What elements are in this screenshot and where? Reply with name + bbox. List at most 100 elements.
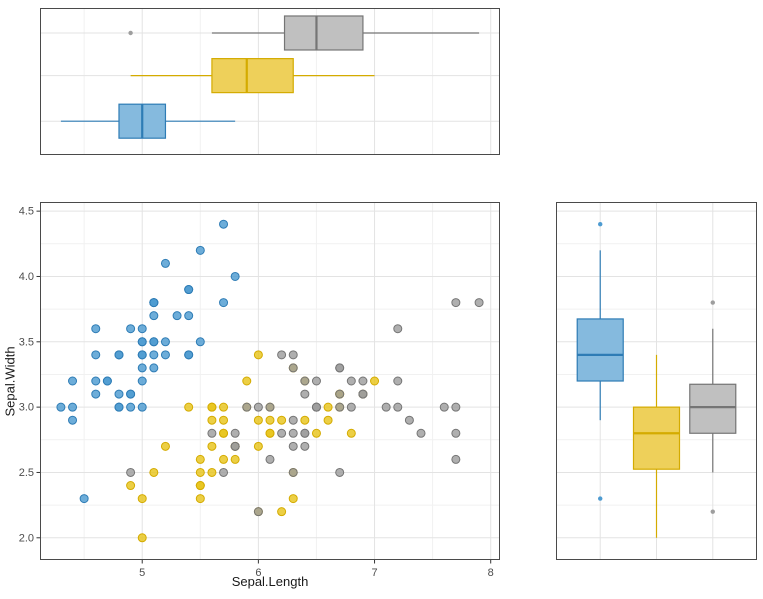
scatter-point <box>149 298 159 308</box>
scatter-point <box>56 402 66 412</box>
scatter-point <box>91 389 101 399</box>
scatter-point <box>358 389 368 399</box>
scatter-point <box>137 494 147 504</box>
scatter-point <box>451 298 461 308</box>
scatter-point <box>137 402 147 412</box>
box <box>632 406 681 470</box>
scatter-point <box>219 298 229 308</box>
scatter-point <box>265 428 275 438</box>
scatter-point <box>288 415 298 425</box>
scatter-point <box>195 467 205 477</box>
scatter-point <box>242 402 252 412</box>
scatter-point <box>346 402 356 412</box>
scatter-point <box>335 402 345 412</box>
scatter-point <box>300 415 310 425</box>
y-tick-label: 2.5 <box>19 467 34 479</box>
scatter-point <box>137 350 147 360</box>
scatter-point <box>219 219 229 229</box>
x-tick-label: 5 <box>139 567 145 579</box>
scatter-point <box>346 428 356 438</box>
scatter-point <box>451 428 461 438</box>
scatter-point <box>288 350 298 360</box>
scatter-point <box>160 337 170 347</box>
scatter-point <box>277 350 287 360</box>
scatter-point <box>149 311 159 321</box>
scatter-point <box>114 389 124 399</box>
scatter-point <box>230 454 240 464</box>
scatter-point <box>126 324 136 334</box>
scatter-point <box>230 271 240 281</box>
scatter-point <box>230 428 240 438</box>
panel-border <box>40 202 500 560</box>
scatter-point <box>91 376 101 386</box>
y-axis-title: Sepal.Width <box>0 202 20 560</box>
scatter-point <box>207 415 217 425</box>
outlier-point <box>128 30 133 36</box>
scatter-point <box>253 415 263 425</box>
scatter-point <box>451 454 461 464</box>
scatter-point <box>323 402 333 412</box>
scatter-point <box>149 337 159 347</box>
scatter-point <box>207 428 217 438</box>
outlier-point <box>598 496 603 501</box>
scatter-point <box>277 428 287 438</box>
scatter-point <box>137 324 147 334</box>
scatter-point <box>137 376 147 386</box>
scatter-point <box>253 350 263 360</box>
scatter-point <box>137 337 147 347</box>
scatter-point <box>404 415 414 425</box>
y-tick-label: 2.0 <box>19 532 34 544</box>
y-axis-title-text: Sepal.Width <box>2 345 18 417</box>
setosa-points <box>56 219 240 504</box>
scatter-point <box>288 467 298 477</box>
scatter-point <box>184 402 194 412</box>
scatter-point <box>288 428 298 438</box>
scatter-point <box>311 402 321 412</box>
scatter-point <box>137 363 147 373</box>
outlier-point <box>710 509 715 514</box>
scatter-point <box>149 363 159 373</box>
y-tick-label: 3.0 <box>19 402 34 414</box>
boxplot-virginica <box>128 15 480 51</box>
scatter-point <box>207 467 217 477</box>
x-tick-label: 8 <box>488 567 494 579</box>
scatter-point <box>195 494 205 504</box>
axes: 5 6 7 8 2.0 2.5 3.0 3.5 4.0 4.5 <box>19 206 494 579</box>
scatter-point <box>253 402 263 412</box>
panel-border <box>40 8 500 155</box>
scatter-point <box>370 376 380 386</box>
scatter-point <box>219 415 229 425</box>
box <box>576 318 624 382</box>
boxplot-versicolor <box>130 58 375 94</box>
scatter-point <box>219 428 229 438</box>
scatter-point <box>172 311 182 321</box>
scatter-point <box>219 467 229 477</box>
x-tick-label: 6 <box>255 567 261 579</box>
scatter-point <box>149 467 159 477</box>
marginal-boxplot-top <box>40 8 500 155</box>
scatter-point <box>439 402 449 412</box>
scatter-point <box>184 350 194 360</box>
scatter-point <box>358 376 368 386</box>
scatter-panel <box>40 202 500 560</box>
boxplot-versicolor <box>632 354 681 538</box>
marginal-boxplot-right <box>556 202 757 560</box>
scatter-point <box>230 441 240 451</box>
scatter-point <box>335 389 345 399</box>
scatter-point <box>195 245 205 255</box>
scatter-point <box>219 402 229 412</box>
scatter-point <box>451 402 461 412</box>
boxplot-setosa <box>576 222 624 501</box>
scatter-point <box>195 454 205 464</box>
boxplot-virginica <box>689 300 737 514</box>
scatter-point <box>126 402 136 412</box>
x-axis-title: Sepal.Length <box>231 574 309 589</box>
scatter-point <box>300 441 310 451</box>
scatter-point <box>253 507 263 517</box>
scatter-point <box>91 324 101 334</box>
scatter-point <box>126 389 136 399</box>
scatter-point <box>160 441 170 451</box>
scatter-point <box>102 376 112 386</box>
scatter-point <box>288 441 298 451</box>
